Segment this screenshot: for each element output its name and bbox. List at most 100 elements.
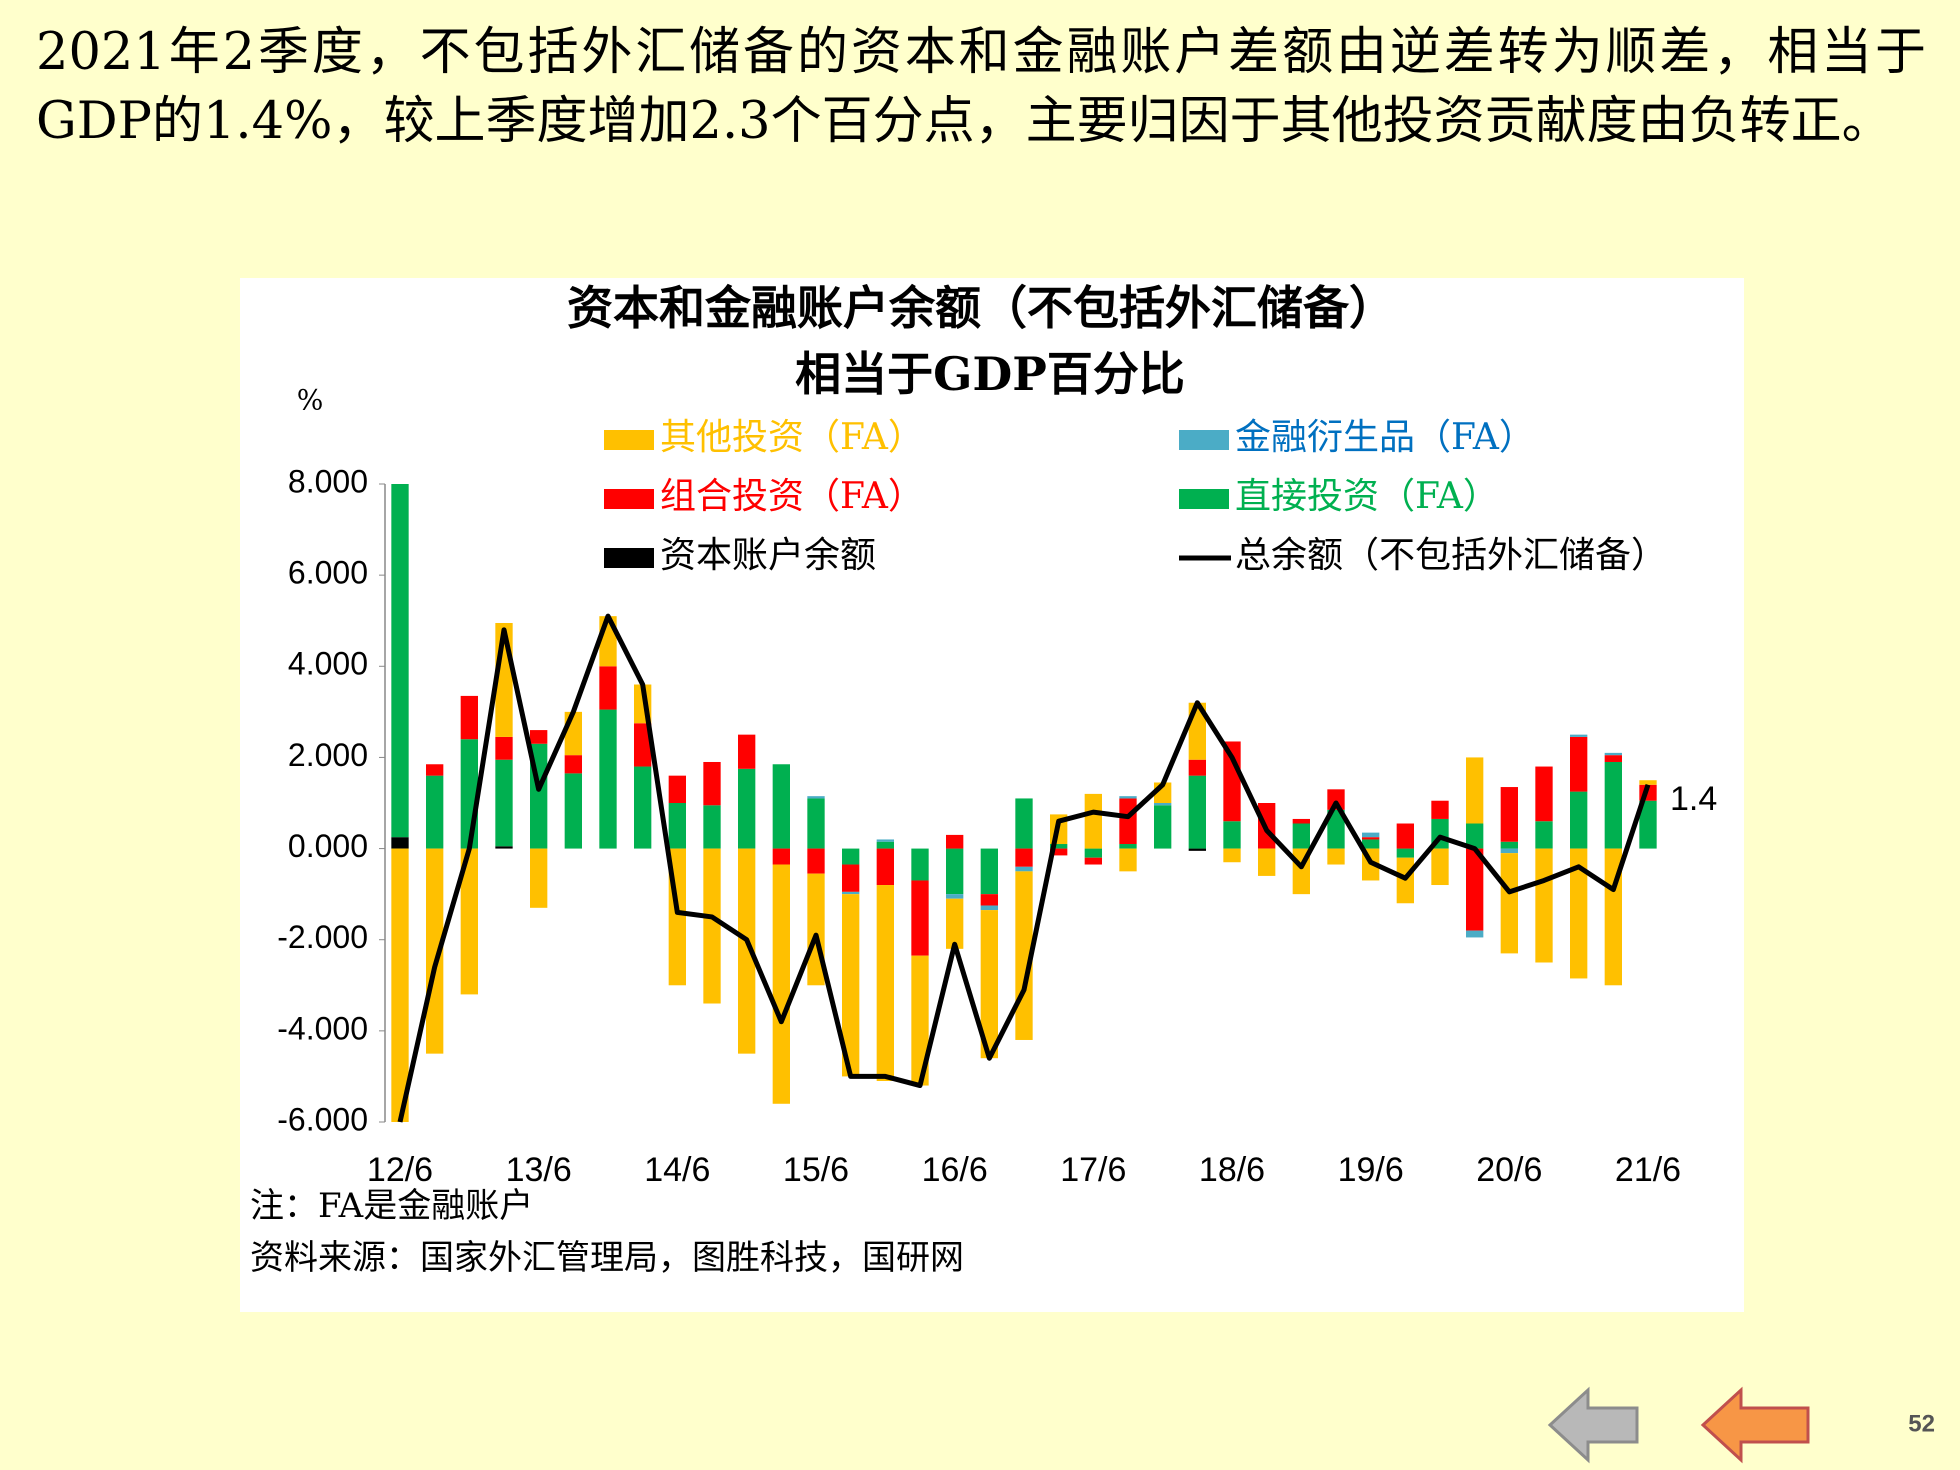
bar-segment [1154,803,1172,806]
bar-segment [495,736,513,760]
legend-label: 其他投资（FA） [660,417,924,458]
bar-segment [391,848,409,1122]
page-number: 52 [1908,1410,1935,1437]
x-tick-label: 14/6 [644,1151,710,1189]
bar-segment [1500,787,1518,842]
chart-note: 注：FA是金融账户 [250,1186,533,1226]
bar-segment [1119,848,1137,872]
x-tick-label: 12/6 [367,1151,433,1189]
bar-segment [1327,789,1345,810]
x-tick-label: 18/6 [1199,1151,1265,1189]
bar-segment [1223,848,1241,863]
x-tick-label: 20/6 [1476,1151,1542,1189]
bar-segment [1431,800,1449,819]
bar-segment [842,864,860,892]
legend-label: 直接投资（FA） [1235,476,1499,517]
bar-segment [911,848,929,881]
bar-segment [911,955,929,1086]
bar-segment [668,775,686,803]
bar-segment [564,773,582,849]
chart-title: 资本和金融账户余额（不包括外汇储备） [567,281,1395,335]
bar-segment [1535,848,1553,963]
bar-segment [1604,755,1622,762]
bar-segment [1500,848,1518,854]
bar-segment [1119,796,1137,799]
bar-segment [599,709,617,849]
bar-segment [1500,841,1518,849]
bar-segment [876,885,894,1081]
bar-segment [495,759,513,847]
bar-segment [738,734,756,769]
bar-segment [1535,766,1553,822]
bar-segment [1431,848,1449,886]
bar-segment [980,848,998,895]
bar-segment [460,739,478,849]
x-tick-label: 13/6 [506,1151,572,1189]
bar-segment [738,848,756,1054]
bar-segment [703,848,721,1004]
bar-segment [772,848,790,865]
legend-swatch [604,548,654,568]
x-tick-label: 19/6 [1338,1151,1404,1189]
bar-segment [842,891,860,895]
x-tick-label: 16/6 [922,1151,988,1189]
bar-segment [1292,818,1310,824]
bar-segment [1466,930,1484,938]
bar-segment [1535,821,1553,849]
bar-segment [391,837,409,849]
bar-segment [1154,805,1172,849]
bar-segment [426,775,444,849]
bar-segment [1466,823,1484,849]
bar-segment [460,848,478,995]
bar-segment [1015,798,1033,849]
bar-segment [426,764,444,776]
y-tick-label: -4.000 [277,1010,368,1046]
bar-segment [1466,757,1484,824]
bar-segment [1327,848,1345,865]
bar-segment [1570,791,1588,849]
bar-segment [1639,800,1657,849]
bar-segment [842,848,860,865]
bar-segment [530,730,548,744]
chart-background [240,278,1744,1312]
return-arrow[interactable] [1700,1386,1810,1464]
bar-segment [703,805,721,849]
bar-segment [668,803,686,849]
bar-segment [911,880,929,956]
bar-segment [634,766,652,849]
bar-segment [1084,793,1102,849]
bar-segment [1570,734,1588,737]
total-line [397,613,1651,1123]
slide-heading: 2021年2季度，不包括外汇储备的资本和金融账户差额由逆差转为顺差，相当于GDP… [36,23,1926,151]
bar-segment [980,910,998,1059]
bar-segment [703,761,721,806]
bar-segment [1396,823,1414,849]
bar-segment [391,484,409,838]
bar-segment [876,841,894,849]
bar-segment [530,848,548,908]
bar-segment [1327,809,1345,849]
bar-segment [1570,848,1588,979]
bar-segment [1362,837,1380,840]
bar-segment [946,834,964,849]
y-tick-label: 6.000 [288,555,368,591]
bar-segment [495,846,513,849]
y-tick-label: 4.000 [288,646,368,682]
bar-segment [1362,839,1380,849]
bar-segment [599,666,617,710]
bar-segment [946,848,964,895]
y-tick-label: 8.000 [288,463,368,499]
bar-segment [1292,823,1310,849]
legend-swatch [604,430,654,450]
data-label: 1.4 [1670,780,1717,818]
back-arrow[interactable] [1547,1386,1639,1464]
bar-segment [772,764,790,849]
bar-segment [807,796,825,799]
bar-segment [460,695,478,740]
bar-segment [876,848,894,886]
bar-segment [1362,832,1380,838]
chart-subtitle: 相当于GDP百分比 [795,347,1185,401]
bar-segment [1223,821,1241,849]
